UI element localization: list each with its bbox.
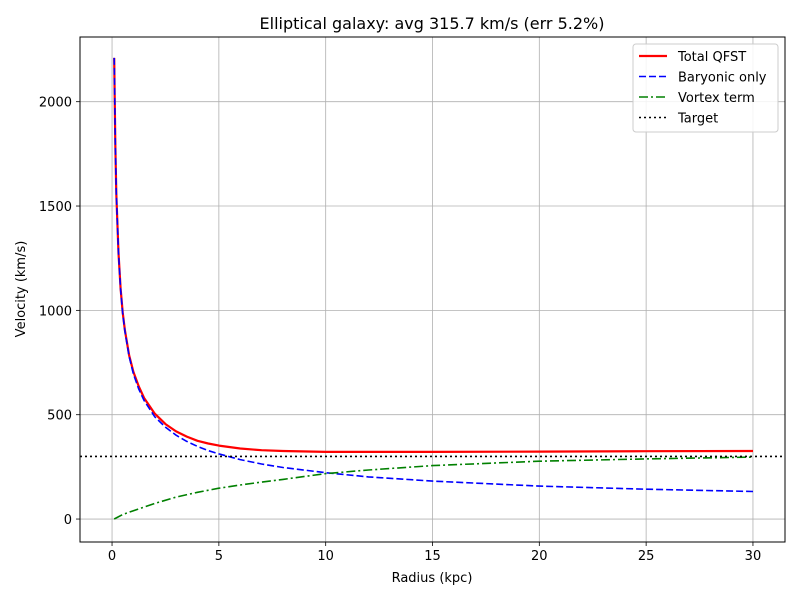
legend-label-2: Baryonic only xyxy=(678,71,767,86)
x-tick-label: 25 xyxy=(638,549,655,564)
y-tick-label: 0 xyxy=(64,513,72,528)
legend-label-1: Total QFST xyxy=(677,50,746,65)
legend-box xyxy=(632,43,779,133)
x-tick-label: 15 xyxy=(424,549,441,564)
x-tick-label: 5 xyxy=(215,549,223,564)
legend: Total QFST Baryonic only Vortex term Target xyxy=(632,43,779,133)
series-line-2 xyxy=(113,57,754,493)
series-line-1 xyxy=(113,57,754,453)
x-tick-label: 10 xyxy=(317,549,334,564)
y-axis-label: Velocity (km/s) xyxy=(14,241,29,338)
x-axis-label: Radius (kpc) xyxy=(392,571,473,586)
grid xyxy=(80,37,785,542)
y-tick-label: 500 xyxy=(47,409,72,424)
y-tick-label: 1500 xyxy=(39,200,72,215)
x-tick-label: 0 xyxy=(108,549,116,564)
legend-label-4: Target xyxy=(677,112,718,127)
series-lines xyxy=(80,57,785,520)
axis-ticks: 0 5 10 15 20 25 30 0 500 1000 1500 2000 xyxy=(39,96,761,564)
legend-label-3: Vortex term xyxy=(678,91,755,106)
y-tick-label: 2000 xyxy=(39,96,72,111)
series-line-3 xyxy=(113,456,754,520)
x-tick-label: 30 xyxy=(745,549,762,564)
y-tick-label: 1000 xyxy=(39,304,72,319)
chart-title: Elliptical galaxy: avg 315.7 km/s (err 5… xyxy=(260,14,605,33)
x-tick-label: 20 xyxy=(531,549,548,564)
